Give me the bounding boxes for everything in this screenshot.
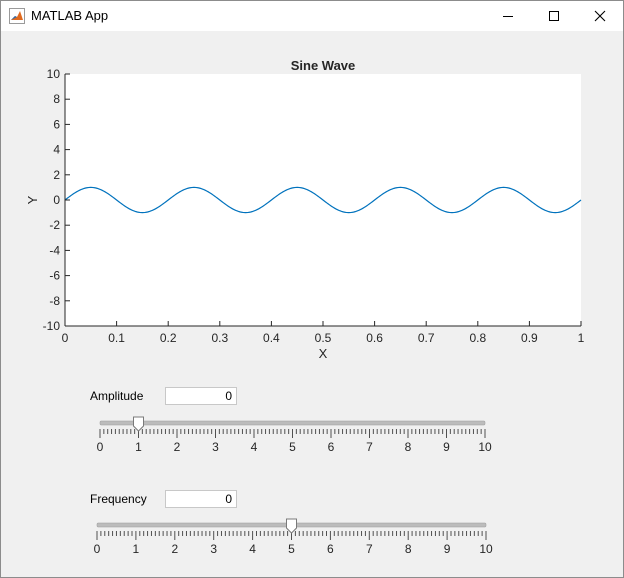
amplitude-slider-tick-label: 7 <box>366 440 373 454</box>
frequency-field[interactable] <box>165 490 237 508</box>
y-tick-label: 2 <box>53 168 60 182</box>
amplitude-slider-tick-label: 1 <box>135 440 142 454</box>
frequency-slider-tick-label: 7 <box>366 542 373 556</box>
amplitude-slider-thumb[interactable] <box>133 416 144 432</box>
frequency-label: Frequency <box>90 492 147 506</box>
amplitude-slider-tick-label: 3 <box>212 440 219 454</box>
title-bar: MATLAB App <box>1 1 623 31</box>
frequency-slider-tick-label: 9 <box>444 542 451 556</box>
x-tick-label: 0.8 <box>469 331 486 345</box>
amplitude-field[interactable] <box>165 387 237 405</box>
frequency-slider-tick-label: 10 <box>479 542 493 556</box>
y-tick-label: 4 <box>53 143 60 157</box>
x-tick-label: 0.7 <box>418 331 435 345</box>
y-tick-label: 0 <box>53 193 60 207</box>
x-tick-label: 0.4 <box>263 331 280 345</box>
amplitude-slider-tick-label: 2 <box>174 440 181 454</box>
x-tick-label: 1 <box>578 331 585 345</box>
x-tick-label: 0.2 <box>160 331 177 345</box>
window-title: MATLAB App <box>31 8 109 23</box>
y-tick-label: -2 <box>49 218 60 232</box>
amplitude-slider-tick-label: 4 <box>251 440 258 454</box>
y-tick-label: -8 <box>49 294 60 308</box>
minimize-button[interactable] <box>485 1 531 31</box>
frequency-slider-tick-label: 3 <box>210 542 217 556</box>
plot-title: Sine Wave <box>291 58 356 73</box>
amplitude-slider-tick-label: 5 <box>289 440 296 454</box>
amplitude-slider-tick-label: 10 <box>478 440 492 454</box>
x-tick-label: 0.6 <box>366 331 383 345</box>
y-tick-label: -10 <box>43 319 61 333</box>
amplitude-slider-tick-label: 0 <box>97 440 104 454</box>
frequency-slider-tick-label: 8 <box>405 542 412 556</box>
y-tick-label: 10 <box>47 67 61 81</box>
x-tick-label: 0.1 <box>108 331 125 345</box>
amplitude-slider-tick-label: 9 <box>443 440 450 454</box>
frequency-slider-tick-label: 5 <box>288 542 295 556</box>
sine-series-line <box>64 186 582 214</box>
minimize-icon <box>503 16 513 17</box>
y-tick-label: -6 <box>49 269 60 283</box>
amplitude-slider-tick-label: 6 <box>328 440 335 454</box>
matlab-logo-icon <box>9 8 25 24</box>
x-axis-label: X <box>319 346 328 361</box>
frequency-slider-tick-label: 4 <box>249 542 256 556</box>
maximize-icon <box>549 11 559 21</box>
frequency-slider-tick-label: 2 <box>171 542 178 556</box>
amplitude-label: Amplitude <box>90 389 144 403</box>
close-button[interactable] <box>577 1 623 31</box>
y-axis-label: Y <box>25 195 40 204</box>
frequency-slider-tick-label: 1 <box>133 542 140 556</box>
amplitude-slider-track[interactable] <box>99 420 486 426</box>
amplitude-slider[interactable]: 0 1 2 3 4 5 6 7 8 9 10 <box>80 412 510 456</box>
x-tick-label: 0.3 <box>211 331 228 345</box>
frequency-slider-thumb[interactable] <box>286 518 297 534</box>
x-tick-label: 0 <box>62 331 69 345</box>
frequency-slider-tick-label: 0 <box>94 542 101 556</box>
y-tick-label: 8 <box>53 92 60 106</box>
amplitude-slider-tick-label: 8 <box>405 440 412 454</box>
sine-wave-plot: 0 0.1 0.2 0.3 0.4 0.5 0.6 0.7 0.8 0.9 1 10 8 6 4 2 0 -2 -4… <box>25 58 585 361</box>
frequency-slider-tick-label: 6 <box>327 542 334 556</box>
y-tick-label: 6 <box>53 117 60 131</box>
x-tick-label: 0.9 <box>521 331 538 345</box>
close-icon <box>594 10 606 22</box>
frequency-slider[interactable]: 0 1 2 3 4 5 6 7 8 9 10 <box>80 514 510 558</box>
maximize-button[interactable] <box>531 1 577 31</box>
x-tick-label: 0.5 <box>315 331 332 345</box>
y-tick-label: -4 <box>49 243 60 257</box>
